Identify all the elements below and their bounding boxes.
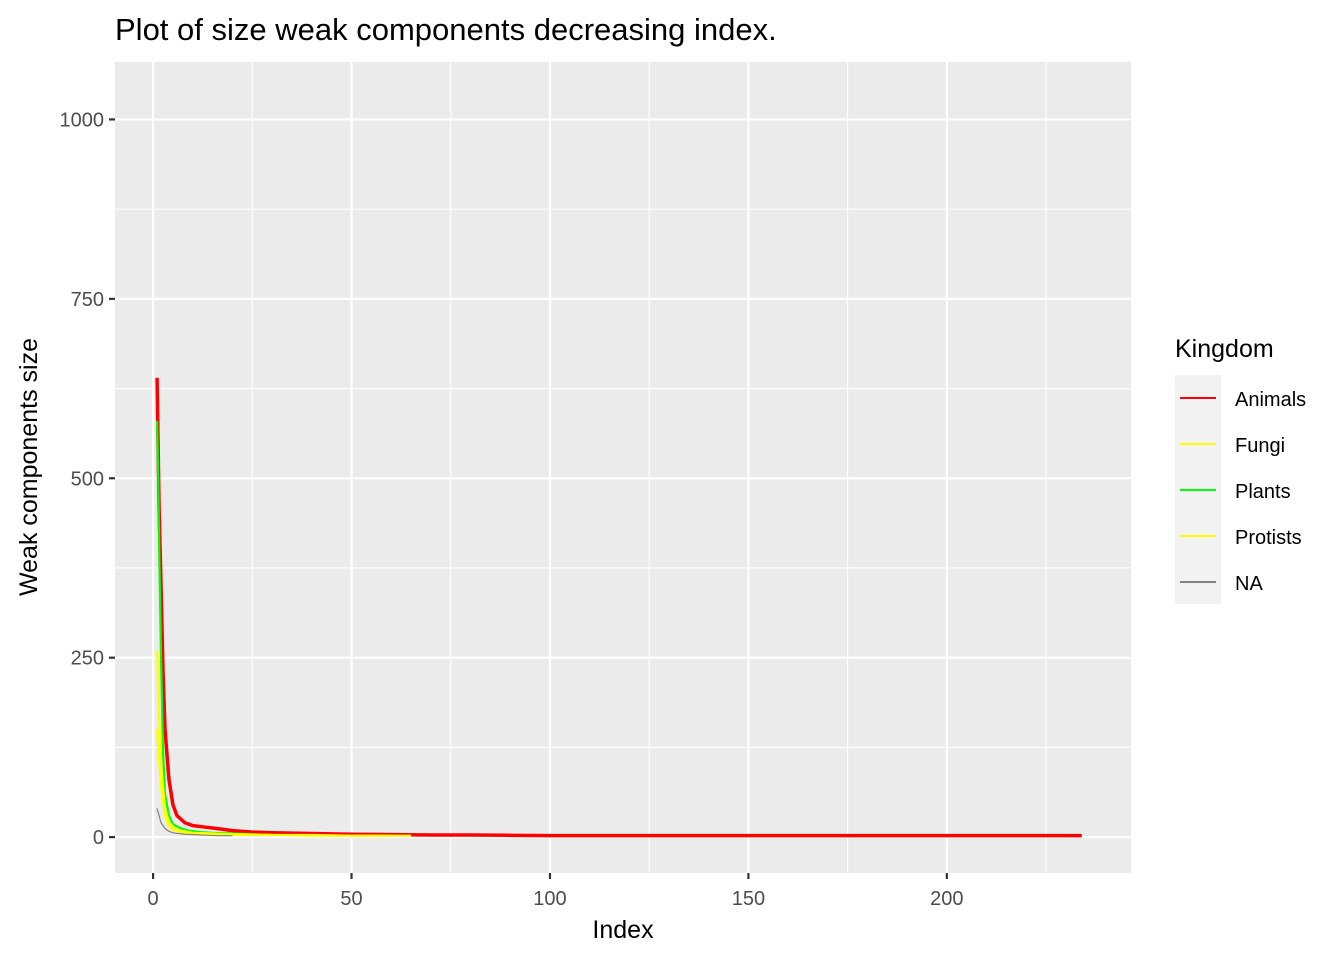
series-lines xyxy=(155,377,1082,838)
series-line-animals xyxy=(155,377,1082,838)
legend-item-fungi: Fungi xyxy=(1180,435,1285,457)
legend-label: Protists xyxy=(1235,527,1302,549)
y-tick-label: 500 xyxy=(71,468,104,490)
y-tick-label: 250 xyxy=(71,648,104,670)
y-tick-label: 0 xyxy=(93,827,104,849)
minor-gridlines xyxy=(115,62,1131,873)
plot-panel xyxy=(115,62,1131,873)
legend-item-protists: Protists xyxy=(1180,527,1302,549)
series-line-protists xyxy=(155,729,392,837)
x-tick-label: 200 xyxy=(930,888,963,910)
x-tick-label: 150 xyxy=(732,888,765,910)
y-axis-title: Weak components size xyxy=(15,338,43,596)
y-tick-label: 1000 xyxy=(60,109,105,131)
legend-label: Fungi xyxy=(1235,435,1285,457)
legend-item-plants: Plants xyxy=(1180,481,1291,503)
legend-item-animals: Animals xyxy=(1180,389,1306,411)
x-tick-label: 100 xyxy=(533,888,566,910)
y-tick-label: 750 xyxy=(71,289,104,311)
legend-label: Animals xyxy=(1235,389,1306,411)
y-axis: 0 250 500 750 1000 xyxy=(60,109,115,849)
x-tick-label: 0 xyxy=(148,888,159,910)
legend-item-na: NA xyxy=(1180,573,1263,595)
x-tick-label: 50 xyxy=(340,888,362,910)
series-line-na xyxy=(156,808,233,837)
legend: Kingdom Animals Fungi Plants Protists NA xyxy=(1175,335,1306,604)
legend-title: Kingdom xyxy=(1175,335,1274,363)
x-axis: 0 50 100 150 200 xyxy=(148,873,964,910)
major-gridlines xyxy=(115,62,1131,873)
legend-label: NA xyxy=(1235,573,1263,595)
x-axis-title: Index xyxy=(592,916,654,944)
legend-label: Plants xyxy=(1235,481,1291,503)
chart-title: Plot of size weak components decreasing … xyxy=(115,12,777,47)
